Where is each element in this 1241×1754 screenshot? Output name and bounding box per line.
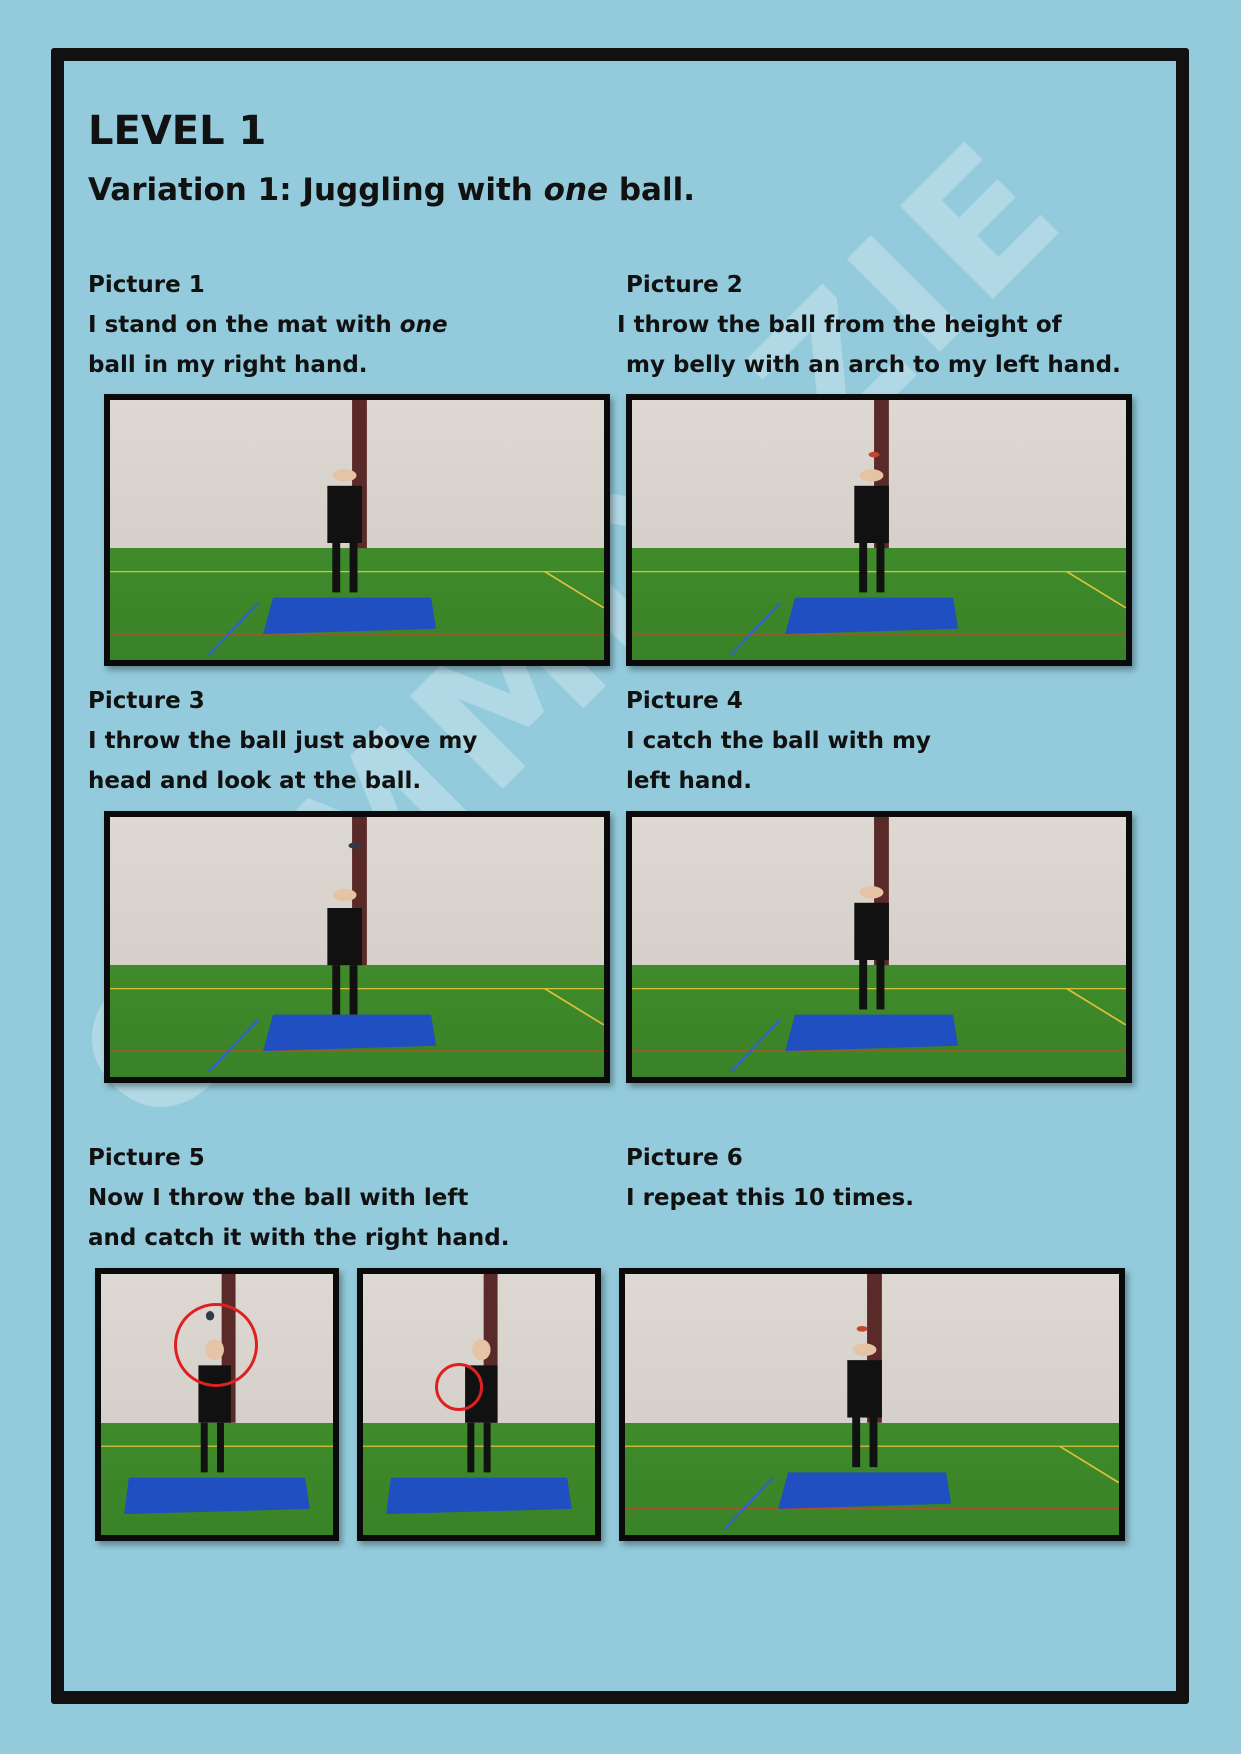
picture-1-text-emphasis: one bbox=[399, 312, 448, 338]
picture-6-label: Picture 6 bbox=[626, 1145, 743, 1171]
picture-5-text-line1: Now I throw the ball with left bbox=[88, 1185, 469, 1211]
picture-6-photo bbox=[619, 1268, 1125, 1541]
gym-scene bbox=[632, 817, 1126, 1073]
picture-3-text-line2: head and look at the ball. bbox=[88, 768, 422, 794]
picture-5-label: Picture 5 bbox=[88, 1145, 205, 1171]
gym-scene bbox=[625, 1274, 1119, 1531]
picture-4-text-line2: left hand. bbox=[626, 768, 752, 794]
picture-6-text-line1: I repeat this 10 times. bbox=[626, 1185, 914, 1211]
picture-5-text-line2: and catch it with the right hand. bbox=[88, 1225, 510, 1251]
picture-2-text-line2: my belly with an arch to my left hand. bbox=[626, 352, 1121, 378]
picture-1-photo bbox=[104, 394, 610, 666]
picture-2-photo bbox=[626, 394, 1132, 666]
picture-2-text-line1: I throw the ball from the height of bbox=[617, 312, 1062, 338]
picture-3-photo bbox=[104, 811, 610, 1083]
picture-1-text-prefix: I stand on the mat with bbox=[88, 312, 400, 338]
picture-3-label: Picture 3 bbox=[88, 688, 205, 714]
gym-scene bbox=[363, 1274, 595, 1515]
picture-5b-photo bbox=[357, 1268, 601, 1541]
picture-4-photo bbox=[626, 811, 1132, 1083]
picture-1-label: Picture 1 bbox=[88, 272, 205, 298]
highlight-circle bbox=[174, 1303, 258, 1387]
highlight-circle bbox=[435, 1363, 483, 1411]
subtitle-suffix: ball. bbox=[608, 172, 695, 208]
gym-scene bbox=[110, 400, 604, 656]
page-subtitle: Variation 1: Juggling with one ball. bbox=[88, 172, 695, 208]
subtitle-emphasis: one bbox=[543, 172, 609, 208]
picture-4-label: Picture 4 bbox=[626, 688, 743, 714]
page-title: LEVEL 1 bbox=[88, 108, 267, 154]
gym-scene bbox=[110, 817, 604, 1073]
picture-1-text-line1: I stand on the mat with one bbox=[88, 312, 448, 338]
picture-3-text-line1: I throw the ball just above my bbox=[88, 728, 478, 754]
picture-1-text-line2: ball in my right hand. bbox=[88, 352, 368, 378]
picture-4-text-line1: I catch the ball with my bbox=[626, 728, 931, 754]
gym-scene bbox=[632, 400, 1126, 656]
picture-2-label: Picture 2 bbox=[626, 272, 743, 298]
picture-5a-photo bbox=[95, 1268, 339, 1541]
subtitle-prefix: Variation 1: Juggling with bbox=[88, 172, 544, 208]
